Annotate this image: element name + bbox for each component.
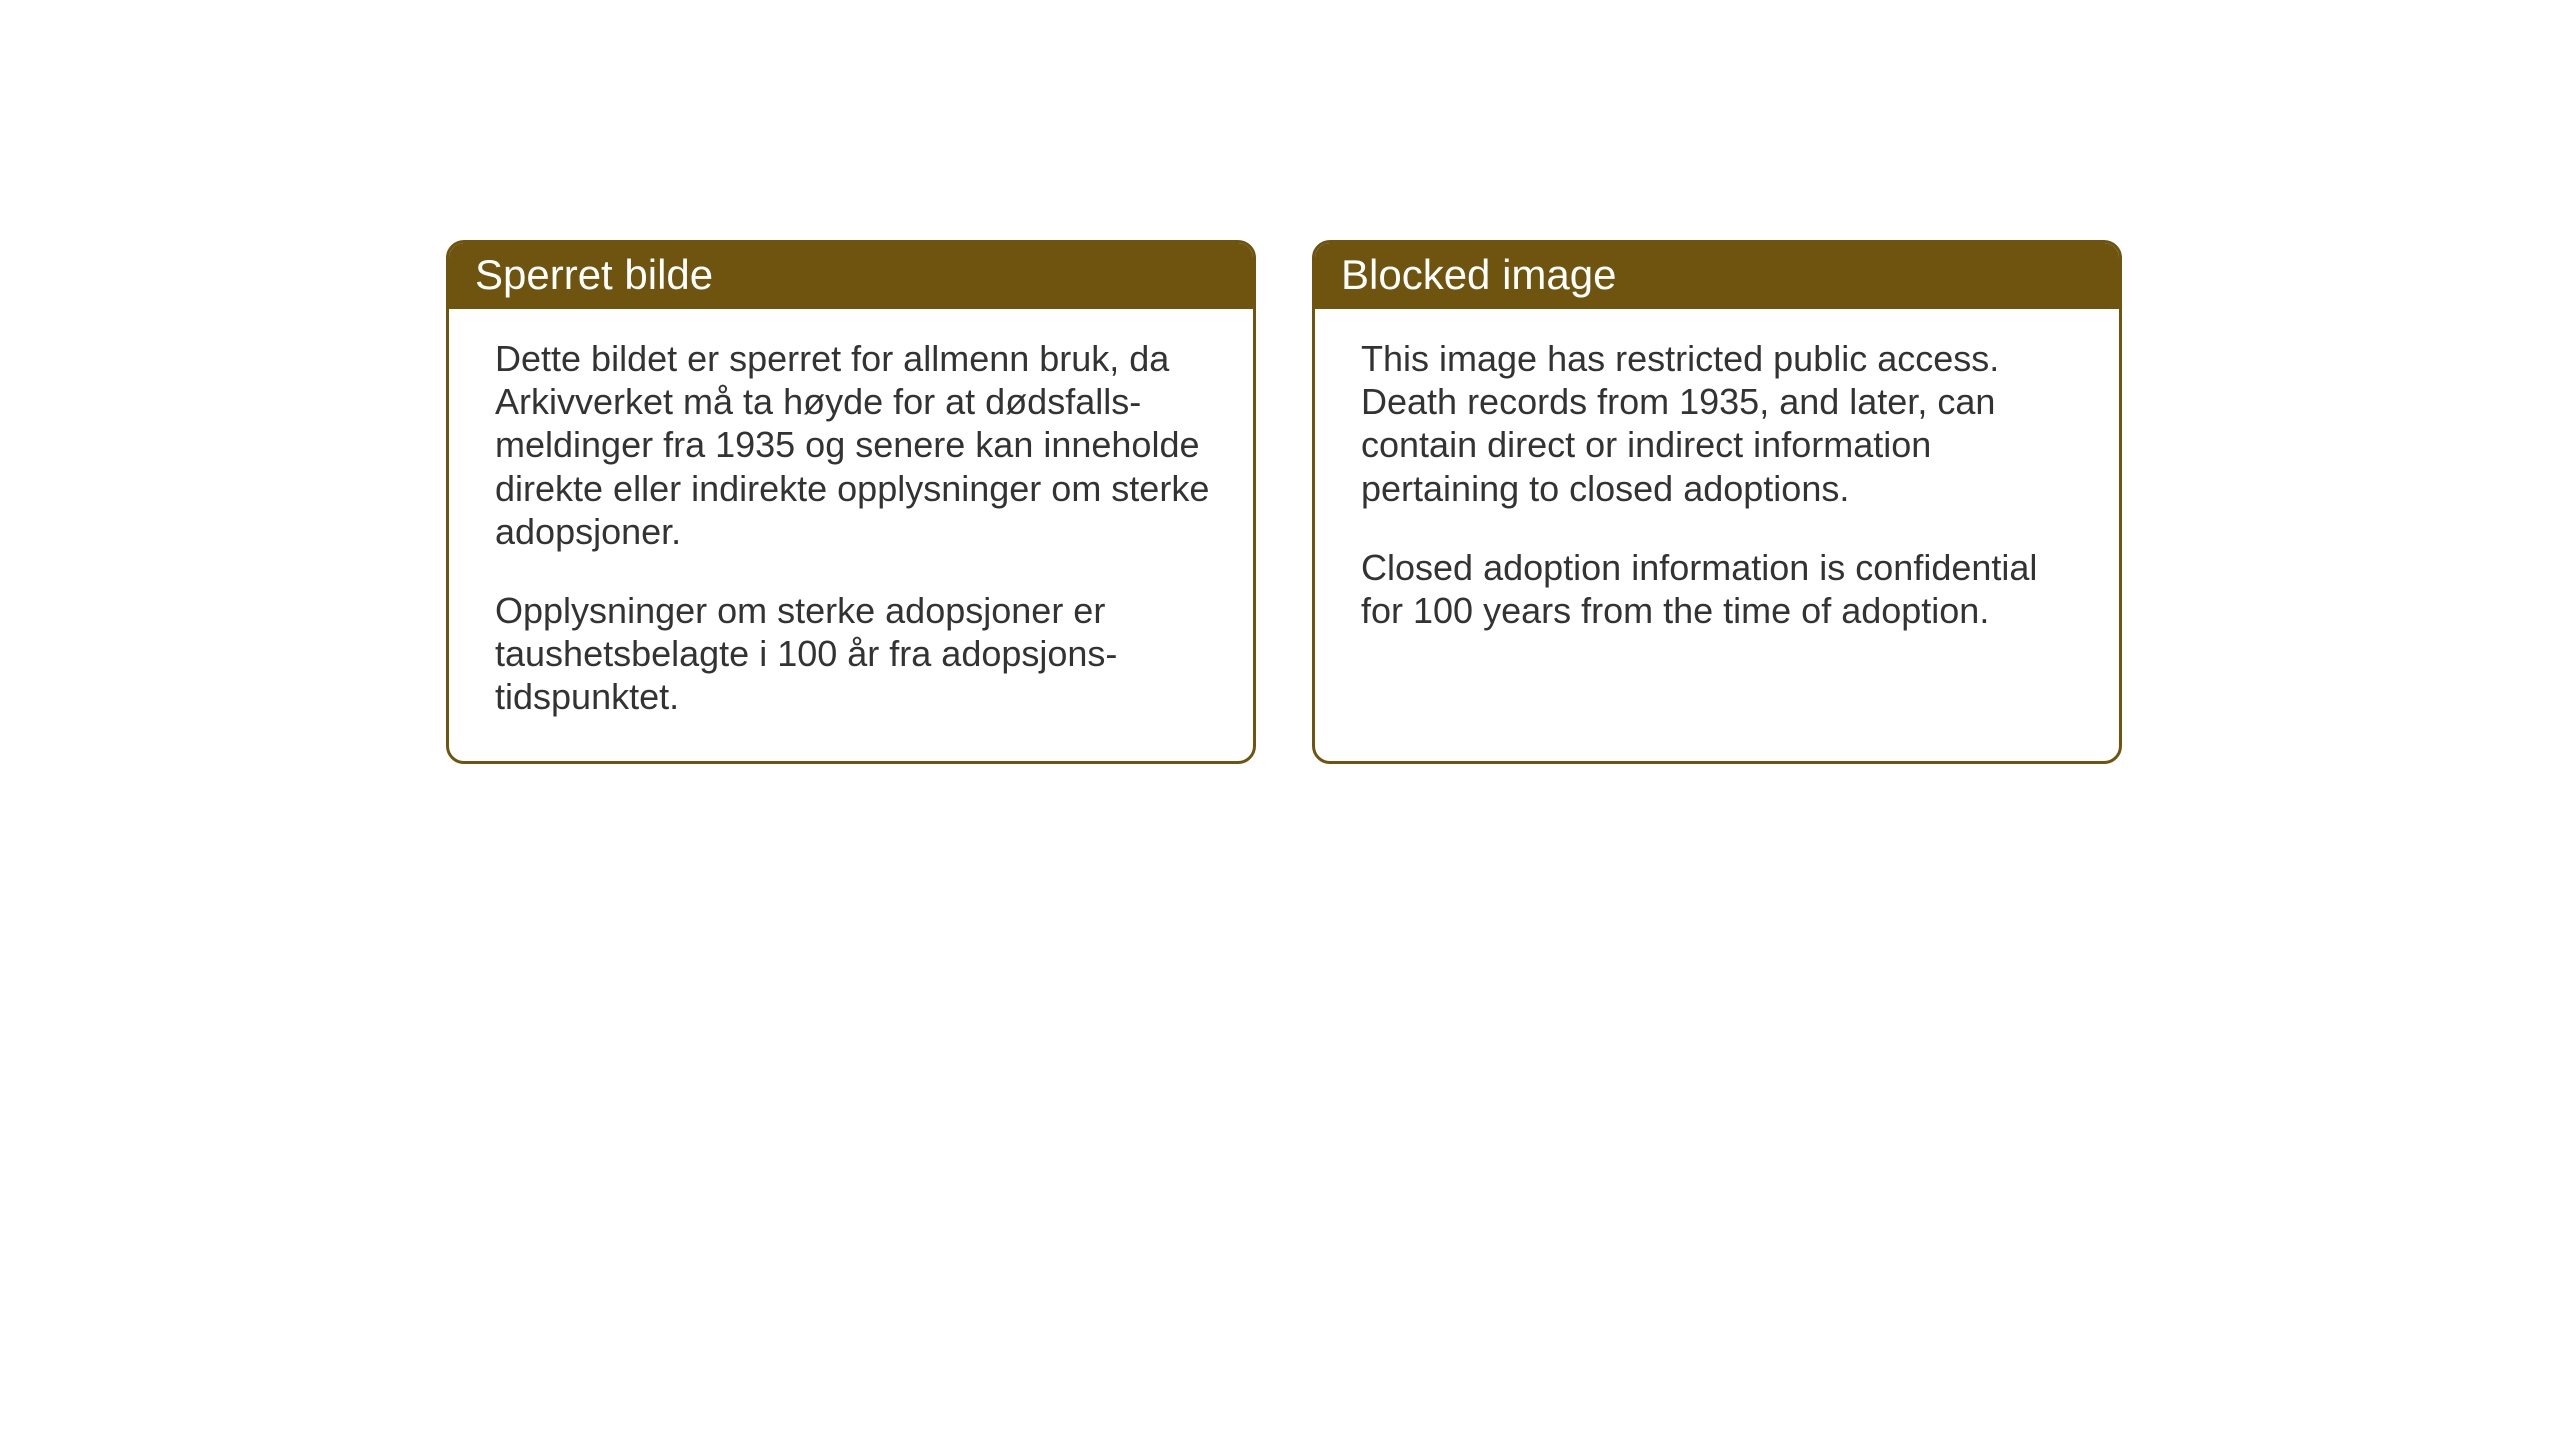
- notice-card-norwegian: Sperret bilde Dette bildet er sperret fo…: [446, 240, 1256, 764]
- card-paragraph: This image has restricted public access.…: [1361, 337, 2077, 510]
- card-body-norwegian: Dette bildet er sperret for allmenn bruk…: [449, 309, 1253, 761]
- card-header-english: Blocked image: [1315, 243, 2119, 309]
- card-title: Sperret bilde: [475, 251, 713, 298]
- notice-card-english: Blocked image This image has restricted …: [1312, 240, 2122, 764]
- card-paragraph: Opplysninger om sterke adopsjoner er tau…: [495, 589, 1211, 719]
- card-header-norwegian: Sperret bilde: [449, 243, 1253, 309]
- card-paragraph: Closed adoption information is confident…: [1361, 546, 2077, 632]
- card-paragraph: Dette bildet er sperret for allmenn bruk…: [495, 337, 1211, 553]
- card-title: Blocked image: [1341, 251, 1616, 298]
- notice-container: Sperret bilde Dette bildet er sperret fo…: [446, 240, 2122, 764]
- card-body-english: This image has restricted public access.…: [1315, 309, 2119, 674]
